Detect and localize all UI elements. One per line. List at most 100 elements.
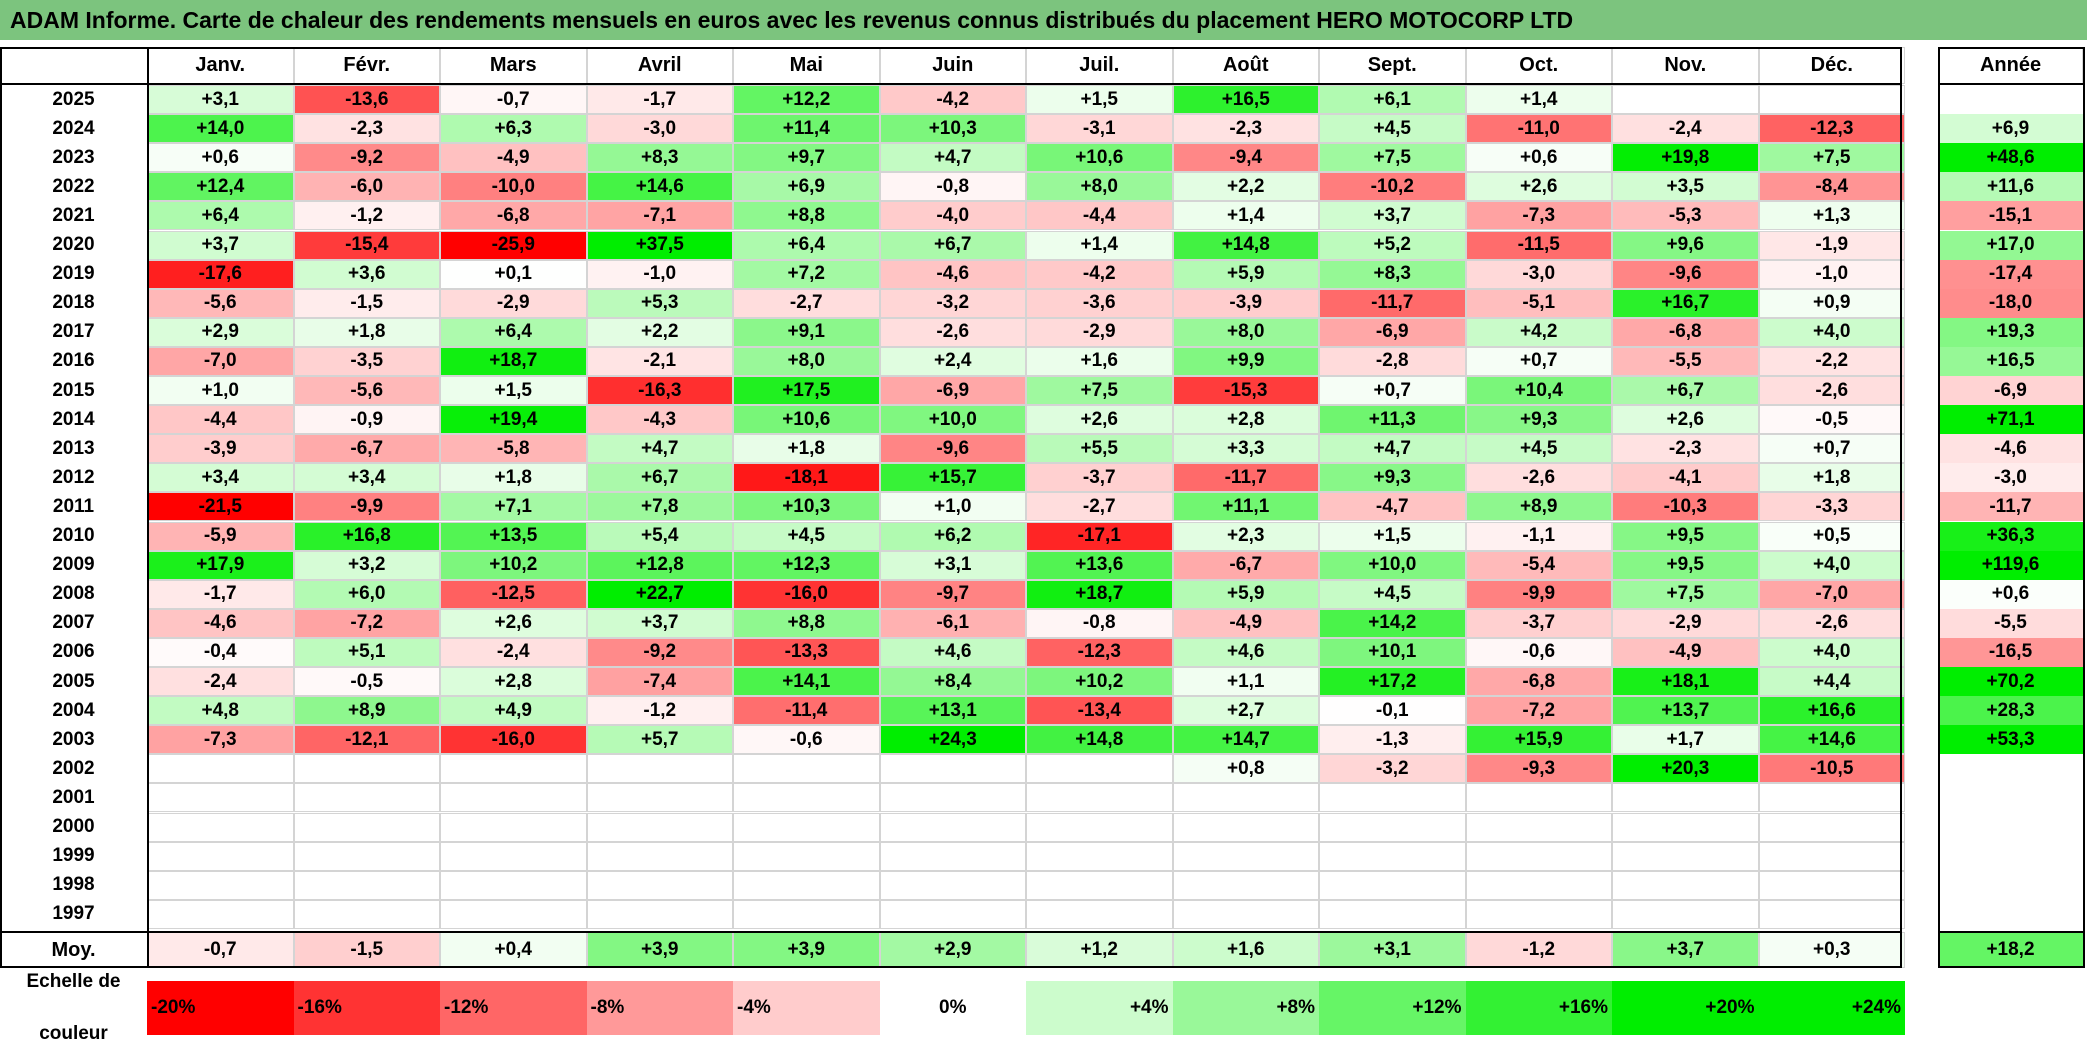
- heatmap-cell: +9,5: [1612, 521, 1759, 551]
- annual-cell: -18,0: [1938, 288, 2083, 318]
- heatmap-cell: -2,6: [879, 317, 1026, 347]
- heatmap-cell: -1,2: [293, 201, 440, 231]
- month-header: Nov.: [1612, 47, 1759, 84]
- heatmap-cell: +3,4: [293, 463, 440, 493]
- heatmap-cell: [1465, 812, 1612, 842]
- heatmap-cell: [1172, 870, 1319, 900]
- heatmap-cell: +20,3: [1612, 754, 1759, 784]
- heatmap-cell: +2,6: [1612, 405, 1759, 435]
- annual-cell: [1938, 870, 2083, 900]
- heatmap-cell: +9,9: [1172, 346, 1319, 376]
- heatmap-cell: +2,6: [1465, 172, 1612, 202]
- heatmap-cell: +1,5: [1319, 521, 1466, 551]
- heatmap-cell: -0,1: [1319, 696, 1466, 726]
- heatmap-cell: -3,1: [1026, 114, 1173, 144]
- heatmap-cell: [1612, 870, 1759, 900]
- heatmap-cell: +7,8: [586, 492, 733, 522]
- heatmap-cell: -3,0: [586, 114, 733, 144]
- heatmap-cell: +8,4: [879, 667, 1026, 697]
- year-label: 2015: [52, 379, 95, 401]
- heatmap-cell: -5,5: [1612, 346, 1759, 376]
- year-label: 2017: [52, 321, 95, 343]
- scale-label-line2: couleur: [39, 1023, 108, 1044]
- heatmap-cell: [1758, 899, 1905, 929]
- heatmap-cell: [1026, 870, 1173, 900]
- heatmap-cell: [1172, 812, 1319, 842]
- heatmap-cell: [586, 899, 733, 929]
- annual-cell: +28,3: [1938, 696, 2083, 726]
- heatmap-cell: [1758, 85, 1905, 115]
- heatmap-cell: -6,8: [1465, 667, 1612, 697]
- year-label: 1997: [52, 903, 95, 925]
- heatmap-cell: -4,0: [879, 201, 1026, 231]
- heatmap-cell: -16,0: [733, 579, 880, 609]
- heatmap-cell: -2,6: [1465, 463, 1612, 493]
- heatmap-cell: +1,1: [1172, 667, 1319, 697]
- heatmap-cell: +3,5: [1612, 172, 1759, 202]
- heatmap-cell: [1465, 841, 1612, 871]
- annual-cell: [1938, 812, 2083, 842]
- annual-cell: -17,4: [1938, 259, 2083, 289]
- heatmap-cell: +15,7: [879, 463, 1026, 493]
- heatmap-cell: +12,2: [733, 85, 880, 115]
- heatmap-cell: -4,1: [1612, 463, 1759, 493]
- heatmap-cell: -5,6: [147, 288, 294, 318]
- heatmap-cell: +9,3: [1319, 463, 1466, 493]
- heatmap-cell: +6,4: [733, 230, 880, 260]
- heatmap-cell: +22,7: [586, 579, 733, 609]
- heatmap-cell: [733, 754, 880, 784]
- heatmap-cell: -1,7: [586, 85, 733, 115]
- month-header: Déc.: [1758, 47, 1905, 84]
- annual-cell: +6,9: [1938, 114, 2083, 144]
- heatmap-cell: -3,0: [1465, 259, 1612, 289]
- heatmap-cell: +0,7: [1465, 346, 1612, 376]
- heatmap-cell: +3,7: [1319, 201, 1466, 231]
- year-label: 2018: [52, 292, 95, 314]
- annual-cell: +70,2: [1938, 667, 2083, 697]
- year-label: 2022: [52, 175, 95, 197]
- heatmap-cell: [293, 899, 440, 929]
- average-cell: +3,7: [1612, 932, 1759, 968]
- heatmap-cell: +1,8: [440, 463, 587, 493]
- heatmap-cell: [1319, 812, 1466, 842]
- heatmap-cell: -10,5: [1758, 754, 1905, 784]
- heatmap-cell: -2,9: [440, 288, 587, 318]
- heatmap-cell: +19,8: [1612, 143, 1759, 173]
- heatmap-cell: [1172, 841, 1319, 871]
- heatmap-cell: +8,3: [586, 143, 733, 173]
- heatmap-cell: -6,8: [440, 201, 587, 231]
- heatmap-cell: +3,2: [293, 550, 440, 580]
- heatmap-cell: -2,1: [586, 346, 733, 376]
- heatmap-cell: +6,2: [879, 521, 1026, 551]
- heatmap-cell: [586, 870, 733, 900]
- heatmap-cell: [879, 841, 1026, 871]
- heatmap-cell: +24,3: [879, 725, 1026, 755]
- heatmap-cell: [586, 783, 733, 813]
- annual-cell: +48,6: [1938, 143, 2083, 173]
- year-label: 2012: [52, 466, 95, 488]
- heatmap-cell: +8,9: [1465, 492, 1612, 522]
- heatmap-cell: +2,8: [440, 667, 587, 697]
- heatmap-cell: +14,7: [1172, 725, 1319, 755]
- year-label: 2020: [52, 234, 95, 256]
- average-cell: +3,9: [733, 932, 880, 968]
- heatmap-cell: -3,9: [147, 434, 294, 464]
- heatmap-cell: +5,9: [1172, 259, 1319, 289]
- heatmap-cell: -7,0: [147, 346, 294, 376]
- heatmap-cell: +12,8: [586, 550, 733, 580]
- heatmap-cell: -2,3: [1172, 114, 1319, 144]
- heatmap-cell: [879, 870, 1026, 900]
- heatmap-cell: +10,3: [733, 492, 880, 522]
- heatmap-cell: +13,6: [1026, 550, 1173, 580]
- heatmap-cell: +1,8: [733, 434, 880, 464]
- year-label: 2021: [52, 204, 95, 226]
- heatmap-cell: +6,4: [147, 201, 294, 231]
- heatmap-cell: [1319, 899, 1466, 929]
- heatmap-cell: -13,3: [733, 637, 880, 667]
- month-header: Juin: [879, 47, 1026, 84]
- heatmap-cell: -12,3: [1758, 114, 1905, 144]
- heatmap-cell: +7,2: [733, 259, 880, 289]
- heatmap-cell: +4,0: [1758, 550, 1905, 580]
- heatmap-cell: -1,0: [586, 259, 733, 289]
- heatmap-cell: +4,8: [147, 696, 294, 726]
